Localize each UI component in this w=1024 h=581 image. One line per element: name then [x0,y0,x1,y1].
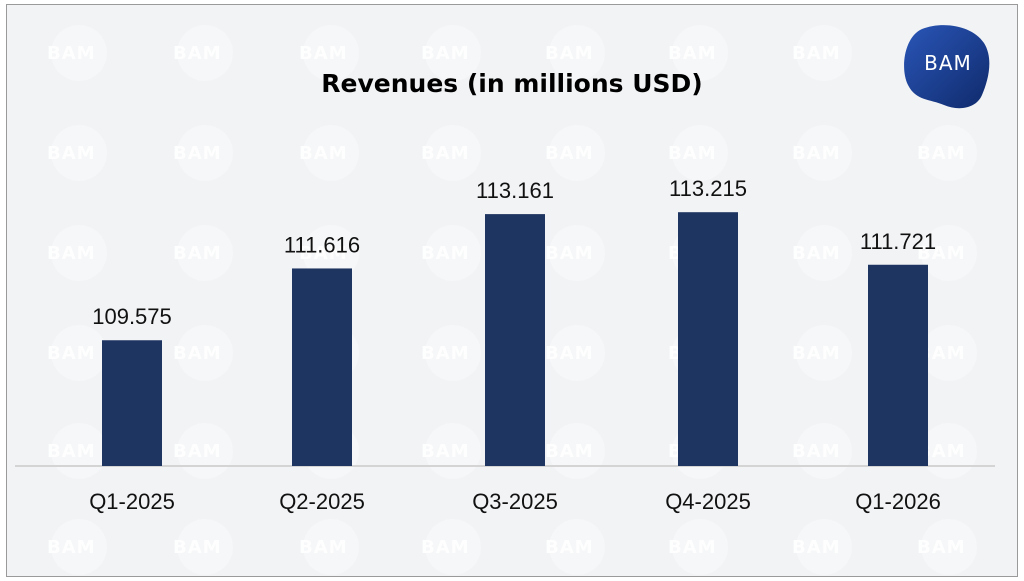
bar-value-label: 111.721 [860,229,936,254]
logo-blob-icon [904,25,990,109]
x-tick-label: Q2-2025 [279,489,365,514]
bar-chart: 109.575 111.616 113.161 113.215 111.721 Q1-2… [15,176,995,514]
chart-frame: BAM BAM BAM BAM BAM BAM BAM BAM BAM BAM BAM BAM BAM B… [6,4,1018,577]
x-tick-label: Q1-2025 [89,489,175,514]
bar-value-label: 113.161 [476,178,554,203]
chart-title: Revenues (in millions USD) [321,69,703,98]
bar-value-label: 113.215 [669,176,747,201]
x-tick-label: Q1-2026 [855,489,941,514]
bar-q4-2025 [678,212,738,466]
bam-logo: BAM [902,21,994,113]
logo-text: BAM [924,51,972,75]
x-tick-label: Q3-2025 [472,489,558,514]
bar-value-label: 109.575 [92,304,172,329]
bar-q1-2025 [102,340,162,466]
x-tick-label: Q4-2025 [665,489,751,514]
bar-q2-2025 [292,268,352,466]
bar-q1-2026 [868,264,928,466]
bar-q3-2025 [485,214,545,466]
bar-value-label: 111.616 [284,232,360,257]
